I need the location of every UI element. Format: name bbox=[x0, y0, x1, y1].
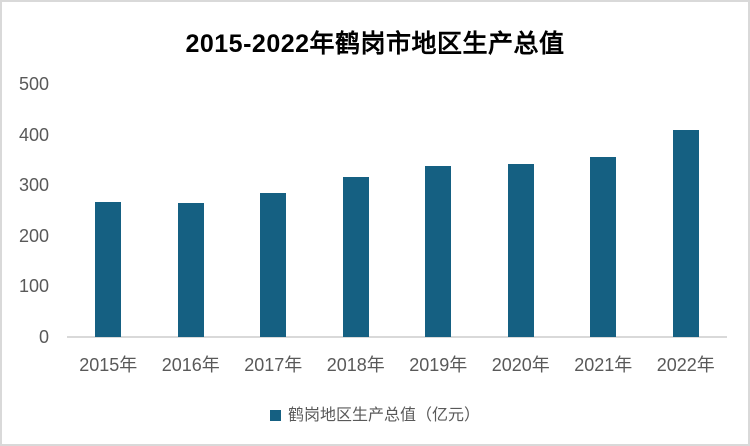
x-tick-label-2020年: 2020年 bbox=[491, 355, 550, 375]
bar-2020年 bbox=[507, 164, 534, 337]
x-axis-labels: 2015年 2016年 2017年 2018年 2019年 2020年 2021年 2022年 bbox=[67, 355, 727, 375]
legend-label: 鹤岗地区生产总值（亿元） bbox=[287, 407, 480, 424]
bar-slot bbox=[232, 84, 315, 337]
y-tick-label-200: 200 bbox=[18, 225, 49, 246]
bar-slot bbox=[67, 84, 150, 337]
y-tick-label-300: 300 bbox=[18, 175, 49, 196]
bar-slot bbox=[150, 84, 233, 337]
x-tick-label-2016年: 2016年 bbox=[161, 355, 220, 375]
x-tick-label-2015年: 2015年 bbox=[79, 355, 138, 375]
x-tick-label-2022年: 2022年 bbox=[656, 355, 715, 375]
bar-slot bbox=[397, 84, 480, 337]
chart-title: 2015-2022年鹤岗市地区生产总值 bbox=[185, 30, 565, 58]
bar-slot bbox=[480, 84, 563, 337]
bar-2016年 bbox=[177, 203, 204, 337]
bar-2019年 bbox=[425, 166, 452, 337]
bar-slot bbox=[645, 84, 728, 337]
y-tick-label-0: 0 bbox=[38, 327, 49, 347]
bar-2018年 bbox=[342, 176, 369, 337]
legend-swatch-icon bbox=[269, 410, 281, 422]
y-tick-label-400: 400 bbox=[18, 124, 49, 145]
y-tick-label-500: 500 bbox=[18, 74, 49, 94]
x-tick-label-2018年: 2018年 bbox=[326, 355, 385, 375]
bars bbox=[67, 84, 727, 337]
bar-2015年 bbox=[95, 202, 122, 337]
x-axis-line bbox=[67, 336, 727, 338]
bar-2021年 bbox=[590, 157, 617, 337]
bar-2017年 bbox=[260, 193, 287, 337]
y-tick-label-100: 100 bbox=[18, 276, 49, 297]
bar-slot bbox=[315, 84, 398, 337]
y-axis: 0 100 200 300 400 500 bbox=[2, 75, 49, 346]
x-tick-label-2021年: 2021年 bbox=[574, 355, 633, 375]
legend: 鹤岗地区生产总值（亿元） bbox=[2, 406, 748, 425]
x-tick-label-2019年: 2019年 bbox=[409, 355, 468, 375]
x-tick-label-2017年: 2017年 bbox=[244, 355, 303, 375]
bar-2022年 bbox=[672, 130, 699, 337]
plot-area bbox=[67, 84, 727, 338]
bar-slot bbox=[562, 84, 645, 337]
